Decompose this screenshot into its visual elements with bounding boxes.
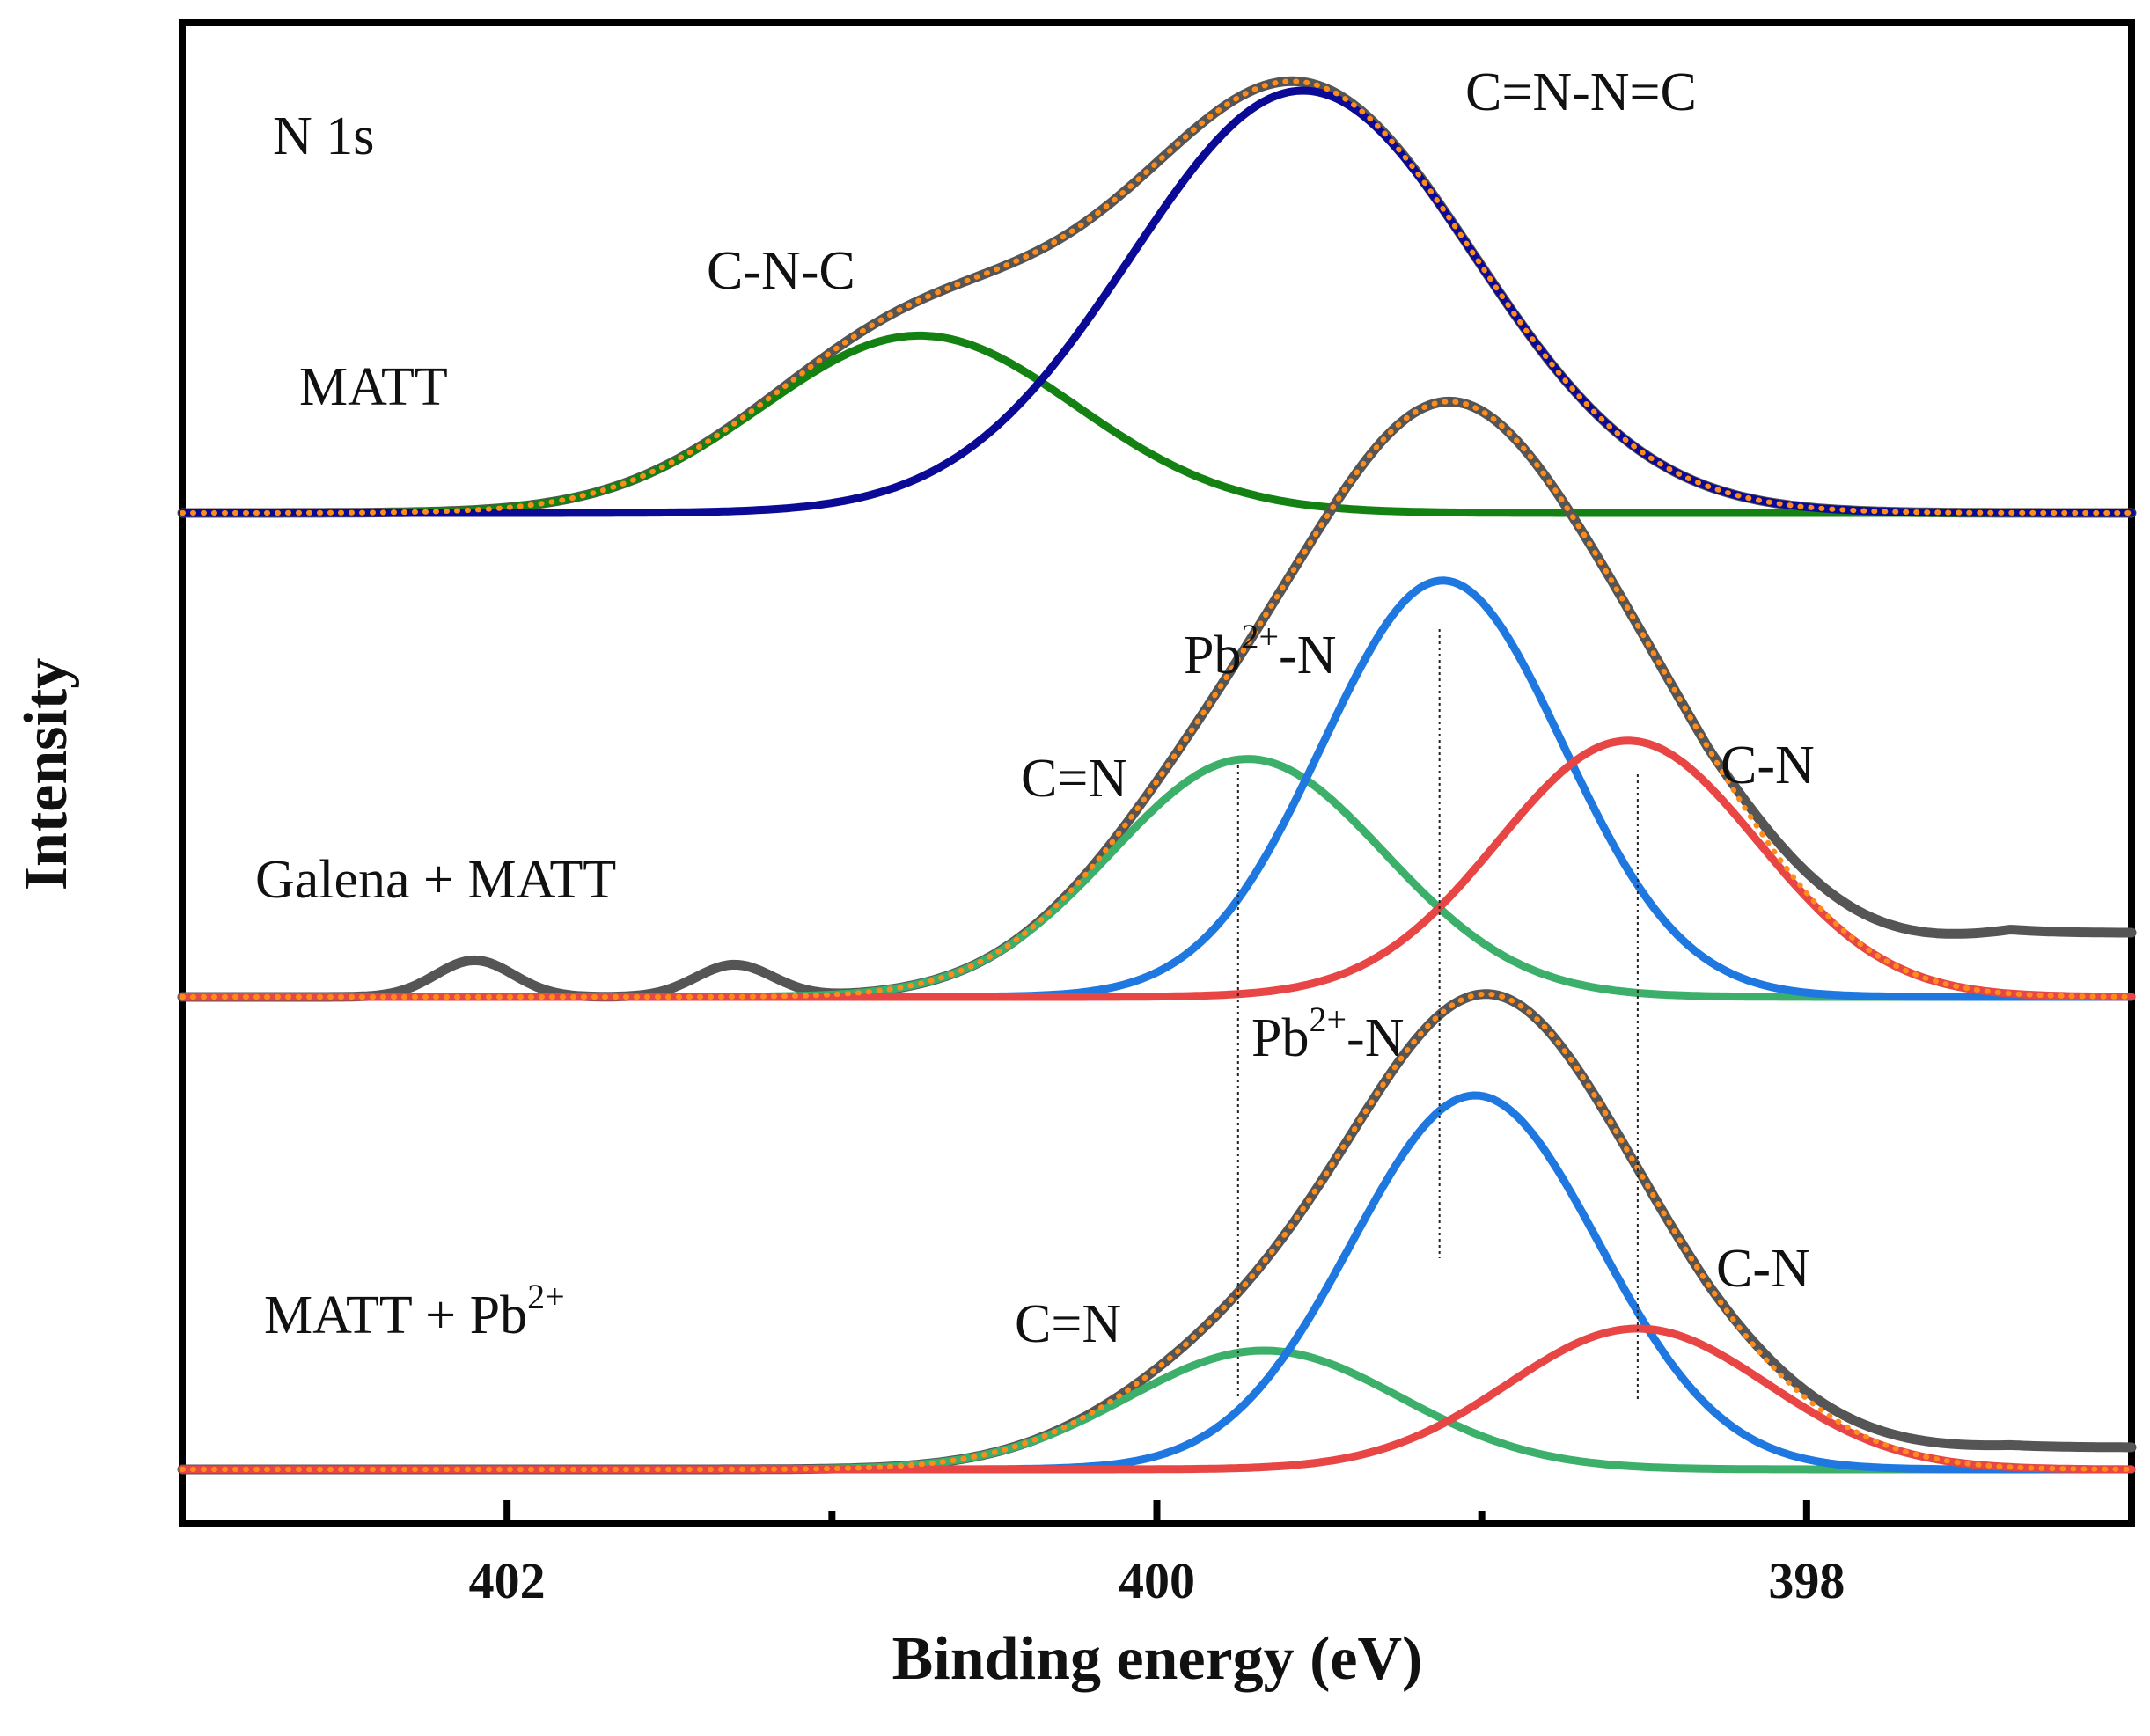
- label-pb-n-1: Pb2+-N: [1184, 617, 1336, 685]
- label-matt-pb: MATT + Pb2+: [264, 1277, 565, 1345]
- y-axis-title: Intensity: [12, 658, 80, 890]
- label-galena-matt: Galena + MATT: [255, 850, 616, 910]
- label-n1s: N 1s: [273, 106, 374, 166]
- raw-curve-1: [177, 76, 2137, 518]
- label-cn-double-1: C=N: [1021, 749, 1127, 809]
- raw-curve-3: [177, 989, 2137, 1475]
- fit-envelope-3: [180, 991, 2134, 1472]
- fit-envelope-2: [180, 399, 2134, 1000]
- x-tick-label-398: 398: [1768, 1552, 1845, 1609]
- peak-curve-3-3: [178, 1324, 2136, 1474]
- x-tick-label-402: 402: [469, 1552, 546, 1609]
- curves-layer: [177, 76, 2137, 1475]
- x-tick-label-400: 400: [1119, 1552, 1195, 1609]
- pb-prefix-2: Pb: [1251, 1008, 1309, 1068]
- pb-prefix-1: Pb: [1184, 626, 1241, 685]
- pb-suffix-2: -N: [1347, 1008, 1404, 1068]
- peak-curve-1-1: [178, 331, 2136, 517]
- label-cnnc: C=N-N=C: [1465, 62, 1697, 122]
- matt-pb-prefix: MATT + Pb: [264, 1286, 527, 1345]
- peak-curve-1-2: [178, 86, 2136, 517]
- pb-sup-1: 2+: [1241, 617, 1279, 656]
- reference-lines: [1236, 629, 1639, 1403]
- pb-suffix-1: -N: [1279, 626, 1336, 685]
- label-cn-single-1: C-N: [1721, 736, 1815, 795]
- label-cn-double-2: C=N: [1015, 1294, 1121, 1354]
- label-cn-single-2: C-N: [1716, 1239, 1810, 1299]
- label-cnc: C-N-C: [707, 241, 855, 301]
- label-pb-n-2: Pb2+-N: [1251, 1000, 1404, 1068]
- pb-sup-2: 2+: [1309, 1000, 1347, 1039]
- x-axis-title: Binding energy (eV): [892, 1625, 1423, 1693]
- label-matt: MATT: [299, 357, 448, 417]
- x-ticks: 402 400 398: [469, 1500, 1845, 1609]
- fit-envelope-1: [180, 78, 2134, 516]
- matt-pb-sup: 2+: [527, 1277, 565, 1316]
